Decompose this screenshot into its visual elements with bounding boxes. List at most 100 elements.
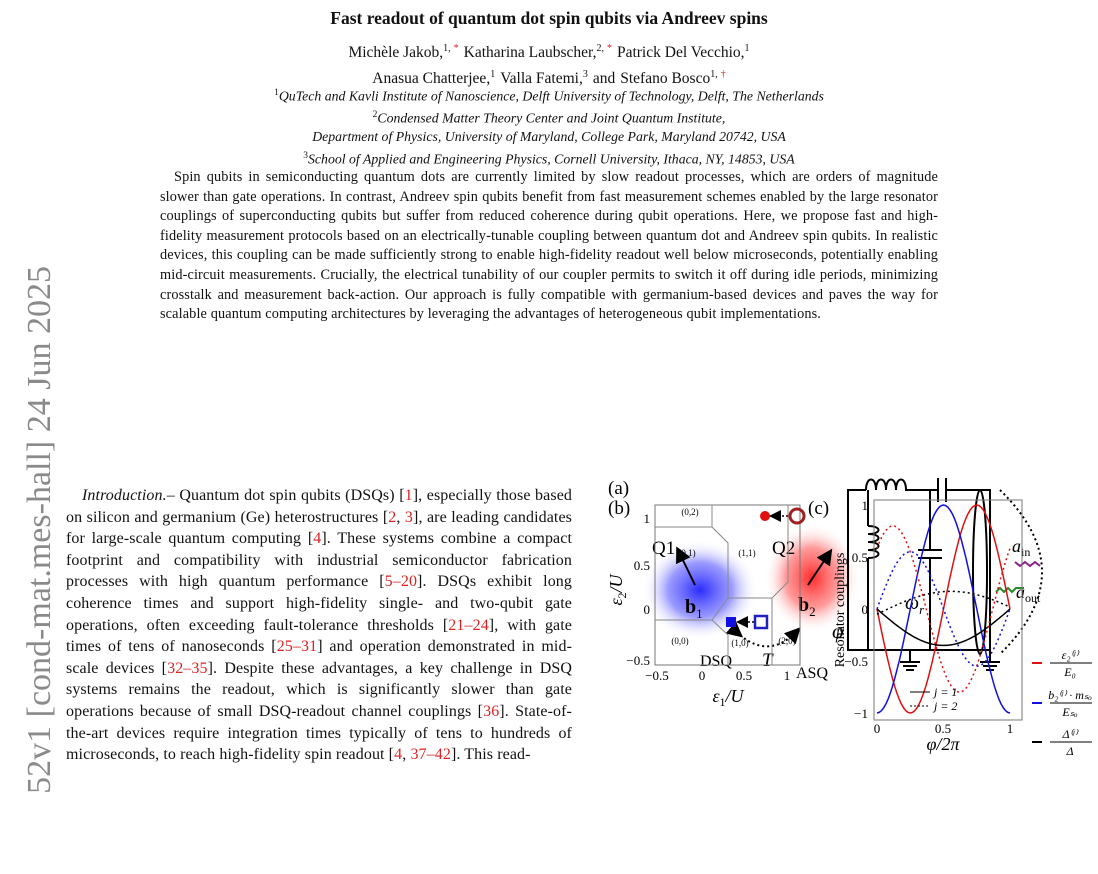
author-note: † bbox=[720, 69, 726, 81]
citation: 4 bbox=[394, 746, 403, 764]
affiliation-marker: 1 bbox=[490, 69, 495, 80]
author-line: Michèle Jakob,1, * Katharina Laubscher,2, *… bbox=[0, 38, 1098, 64]
region-label: (0,2) bbox=[681, 507, 698, 517]
affiliation-text: Department of Physics, University of Mar… bbox=[312, 129, 786, 145]
label-main: ε bbox=[606, 598, 626, 606]
x-tick-label: 0.5 bbox=[935, 721, 951, 736]
dot-marker bbox=[760, 511, 770, 521]
frequency-sub: r bbox=[919, 602, 925, 617]
author-note: * bbox=[453, 43, 459, 54]
asq-label: ASQ bbox=[796, 665, 828, 682]
author-line: Anasua Chatterjee,1 Valla Fatemi,3 and Stef… bbox=[0, 64, 1098, 90]
legend-entry: j = 2 bbox=[932, 699, 957, 713]
label-numerator: b₂⁽ʲ⁾ · mₛₒ bbox=[1048, 688, 1092, 702]
affiliation-text: QuTech and Kavli Institute of Nanoscienc… bbox=[278, 88, 824, 104]
text: ]. These systems combine a compact footp… bbox=[66, 530, 572, 591]
affiliation-number: 3 bbox=[582, 69, 588, 81]
author-name: Anasua Chatterjee, bbox=[372, 70, 491, 88]
y-tick-label: 1 bbox=[644, 511, 651, 526]
panel-label: (a) bbox=[608, 478, 629, 499]
citation: 36 bbox=[483, 702, 500, 720]
y-tick-label: 0.5 bbox=[852, 550, 868, 565]
b2-label: b2 bbox=[798, 594, 816, 619]
coupling-curve bbox=[876, 525, 1011, 693]
spin-arrow bbox=[807, 548, 833, 586]
tunnel-arrow bbox=[725, 621, 801, 648]
text: ] and operation demonstrated in mid-scal… bbox=[66, 638, 572, 677]
label-rest: /U bbox=[606, 573, 626, 593]
dsq-dot bbox=[642, 540, 758, 640]
legend-entry: j = 1 bbox=[932, 685, 957, 699]
panel-label: (c) bbox=[808, 498, 829, 519]
body-text: Introduction.– Quantum dot spin qubits (… bbox=[66, 485, 572, 874]
author-list: Michèle Jakob,1, * Katharina Laubscher,2, *… bbox=[0, 38, 1098, 90]
y-tick-label: −0.5 bbox=[844, 654, 868, 669]
affiliation: 2Condensed Matter Theory Center and Join… bbox=[0, 106, 1098, 128]
affiliation-text: School of Applied and Engineering Physic… bbox=[308, 151, 795, 167]
b1-label: b1 bbox=[685, 596, 703, 621]
coupling-curve bbox=[876, 551, 1011, 667]
spin-arrow bbox=[676, 546, 696, 586]
citation: 1 bbox=[404, 487, 413, 504]
y-axis-label: Resonator couplings bbox=[833, 553, 848, 668]
affiliation-number: 2, bbox=[596, 43, 604, 54]
label-rest: /U bbox=[725, 686, 745, 706]
author-name: Valla Fatemi, bbox=[500, 70, 583, 88]
output-sub: out bbox=[1025, 591, 1041, 605]
output-main: a bbox=[1016, 582, 1025, 602]
text: ], especially those based on silicon and… bbox=[66, 487, 572, 526]
b1-main: b bbox=[685, 596, 696, 618]
text: ], are leading candidates for large-scal… bbox=[66, 508, 572, 548]
x-tick-label: −0.5 bbox=[645, 668, 669, 683]
author-note: * bbox=[606, 43, 612, 54]
x-tick-label: 1 bbox=[1007, 721, 1014, 736]
affiliation-list: 1QuTech and Kavli Institute of Nanoscien… bbox=[0, 84, 1098, 169]
label-denominator: Eₛₒ bbox=[1061, 705, 1078, 719]
label-numerator: ε₂⁽ʲ⁾ bbox=[1062, 648, 1080, 662]
coupling-curve bbox=[876, 590, 1011, 615]
affiliation-marker: 3 bbox=[583, 69, 588, 80]
label-sub: 1 bbox=[720, 695, 726, 709]
paper-title: Fast readout of quantum dot spin qubits … bbox=[330, 8, 768, 28]
arxiv-stamp: 52v1 [cond-mat.mes-hall] 24 Jun 2025 bbox=[21, 266, 58, 794]
tunneling-label: T bbox=[762, 650, 774, 671]
abstract: Spin qubits in semiconducting quantum do… bbox=[160, 169, 938, 323]
citation: 2 bbox=[388, 508, 397, 526]
citation: 4 bbox=[313, 530, 322, 548]
input-label: ain bbox=[1012, 536, 1030, 559]
affiliation-number: 1, bbox=[443, 43, 451, 54]
y-tick-label: 0 bbox=[862, 602, 869, 617]
text: , bbox=[396, 508, 405, 526]
text: Quantum dot spin qubits (DSQs) [ bbox=[174, 487, 405, 504]
region-label: (2,0) bbox=[778, 636, 795, 646]
affiliation-number: 3 bbox=[303, 150, 309, 161]
region-label: (0,0) bbox=[671, 636, 688, 646]
y-axis-label: ε2/U bbox=[606, 573, 629, 605]
affiliation-number: 1 bbox=[274, 88, 279, 98]
y-tick-label: −0.5 bbox=[626, 653, 650, 668]
affiliation: Department of Physics, University of Mar… bbox=[0, 128, 1098, 147]
region-label: (0,1) bbox=[678, 548, 695, 558]
affiliation: 1QuTech and Kavli Institute of Nanoscien… bbox=[0, 84, 1098, 106]
dsq-label: DSQ bbox=[700, 653, 732, 670]
input-sub: in bbox=[1021, 545, 1030, 559]
affiliation-marker: 1, † bbox=[710, 69, 726, 80]
affiliation-text: Condensed Matter Theory Center and Joint… bbox=[377, 110, 726, 126]
affiliation: 3School of Applied and Engineering Physi… bbox=[0, 147, 1098, 169]
input-main: a bbox=[1012, 536, 1021, 556]
affiliation-marker: 2, * bbox=[596, 43, 612, 54]
y-tick-label: 1 bbox=[862, 498, 869, 513]
affiliation-number: 1, bbox=[710, 69, 718, 81]
text: ]. This read- bbox=[450, 746, 531, 764]
section-heading: Introduction.– bbox=[82, 487, 175, 504]
citation: 5–20 bbox=[384, 573, 418, 591]
text: ]. Despite these advantages, a key chall… bbox=[66, 659, 572, 720]
square-outline-marker bbox=[753, 614, 769, 630]
y-tick-label: 0 bbox=[644, 602, 651, 617]
affiliation-marker: 1, * bbox=[443, 43, 459, 54]
label-denominator: Δ bbox=[1065, 744, 1073, 758]
citation: 32–35 bbox=[167, 659, 208, 677]
x-tick-label: 0 bbox=[699, 668, 706, 683]
circuit bbox=[847, 478, 1043, 671]
stability-lines bbox=[655, 505, 789, 665]
